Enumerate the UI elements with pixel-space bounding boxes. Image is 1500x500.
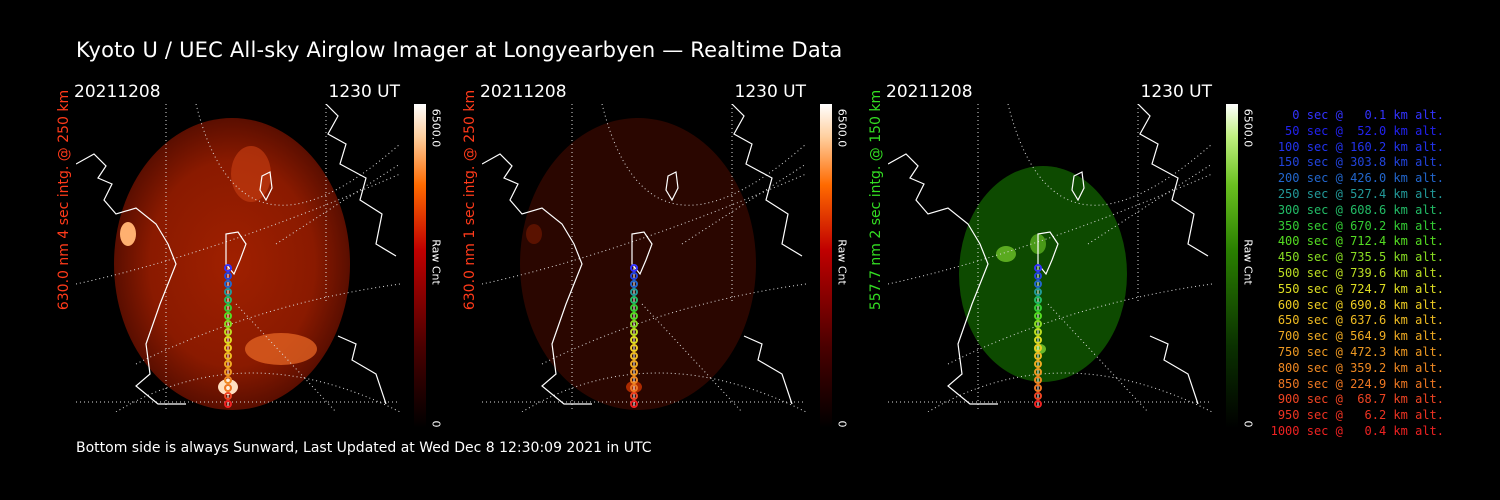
legend-item: 250 sec @ 527.4 km alt. <box>1277 186 1444 201</box>
coastline <box>76 104 397 405</box>
panel-date: 20211208 <box>886 82 973 102</box>
panel-time: 1230 UT <box>734 82 807 102</box>
legend-item: 550 sec @ 724.7 km alt. <box>1277 281 1444 296</box>
legend-item: 1000 sec @ 0.4 km alt. <box>1270 423 1444 438</box>
legend-item: 650 sec @ 637.6 km alt. <box>1277 313 1444 328</box>
panel-label: 630.0 nm 4 sec intg. @ 250 km <box>56 89 72 311</box>
legend-item: 350 sec @ 670.2 km alt. <box>1277 218 1444 233</box>
panel-630nm-4sec: 20211208 1230 UT <box>74 80 404 412</box>
panel-557nm-2sec: 20211208 1230 UT <box>886 80 1216 412</box>
trajectory <box>630 264 638 408</box>
trajectory <box>1034 264 1042 408</box>
panel-time: 1230 UT <box>1140 82 1213 102</box>
legend-item: 500 sec @ 739.6 km alt. <box>1277 265 1444 280</box>
legend-item: 600 sec @ 690.8 km alt. <box>1277 297 1444 312</box>
colorbar-max: 6500.0 <box>835 108 849 148</box>
colorbar-min: 0 <box>835 420 849 428</box>
airglow-disc <box>959 166 1127 382</box>
legend-item: 750 sec @ 472.3 km alt. <box>1277 344 1444 359</box>
colorbar-unit: Raw Cnt <box>1241 239 1255 285</box>
panel-date: 20211208 <box>480 82 567 102</box>
colorbar-min: 0 <box>1241 420 1255 428</box>
legend-item: 950 sec @ 6.2 km alt. <box>1277 408 1444 423</box>
legend-item: 50 sec @ 52.0 km alt. <box>1285 123 1444 138</box>
colorbar-max: 6500.0 <box>1241 108 1255 148</box>
bright-spot <box>996 246 1016 262</box>
footer-status: Bottom side is always Sunward, Last Upda… <box>76 440 652 456</box>
legend-item: 850 sec @ 224.9 km alt. <box>1277 376 1444 391</box>
colorbar-red <box>820 104 832 428</box>
bright-patch <box>245 333 317 365</box>
panel-time: 1230 UT <box>328 82 401 102</box>
legend-item: 400 sec @ 712.4 km alt. <box>1277 234 1444 249</box>
panel-label: 557.7 nm 2 sec intg. @ 150 km <box>868 89 884 311</box>
legend-item: 200 sec @ 426.0 km alt. <box>1277 171 1444 186</box>
page-title: Kyoto U / UEC All-sky Airglow Imager at … <box>76 38 843 62</box>
bright-spot <box>120 222 136 246</box>
colorbar-min: 0 <box>429 420 443 428</box>
panel-630nm-1sec: 20211208 1230 UT <box>480 80 810 412</box>
legend-item: 800 sec @ 359.2 km alt. <box>1277 360 1444 375</box>
allsky-image-svg <box>888 104 1212 412</box>
colorbar-green <box>1226 104 1238 428</box>
colorbar-red <box>414 104 426 428</box>
aurora-arc <box>231 146 271 202</box>
allsky-image <box>888 104 1212 412</box>
allsky-image-svg <box>482 104 806 412</box>
allsky-image <box>76 104 400 412</box>
panel-label: 630.0 nm 1 sec intg. @ 250 km <box>462 89 478 311</box>
bright-spot <box>526 224 542 244</box>
coastline <box>482 104 803 405</box>
legend-item: 700 sec @ 564.9 km alt. <box>1277 329 1444 344</box>
allsky-image <box>482 104 806 412</box>
legend-item: 450 sec @ 735.5 km alt. <box>1277 250 1444 265</box>
colorbar-unit: Raw Cnt <box>429 239 443 285</box>
trajectory-legend: 0 sec @ 0.1 km alt. 50 sec @ 52.0 km alt.… <box>1262 108 1444 440</box>
colorbar-unit: Raw Cnt <box>835 239 849 285</box>
legend-item: 0 sec @ 0.1 km alt. <box>1292 108 1444 122</box>
legend-item: 900 sec @ 68.7 km alt. <box>1277 392 1444 407</box>
allsky-image-svg <box>76 104 400 412</box>
panel-date: 20211208 <box>74 82 161 102</box>
legend-item: 100 sec @ 160.2 km alt. <box>1277 139 1444 154</box>
colorbar-max: 6500.0 <box>429 108 443 148</box>
legend-item: 300 sec @ 608.6 km alt. <box>1277 202 1444 217</box>
trajectory <box>224 264 232 408</box>
airglow-disc <box>520 118 756 410</box>
legend-item: 150 sec @ 303.8 km alt. <box>1277 155 1444 170</box>
